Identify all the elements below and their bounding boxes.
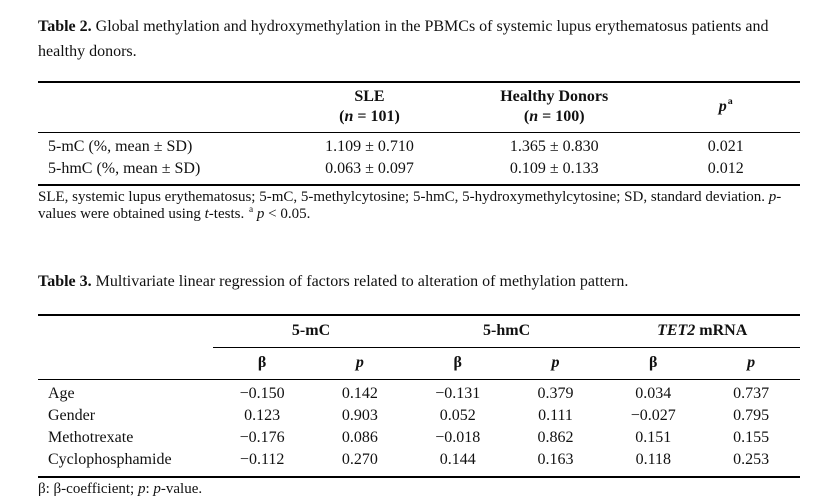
table2-header-p: pa [651, 82, 800, 133]
cell-p: 0.086 [341, 429, 378, 446]
table2-caption: Table 2. Global methylation and hydroxym… [38, 14, 800, 64]
table2-header: SLE (n = 101) Healthy Donors (n = 100) p… [38, 82, 800, 133]
table3-body: Age −0.150 0.142 −0.131 0.379 0.034 0.73… [38, 380, 800, 478]
cell-beta: 0.052 [439, 407, 476, 424]
row-label: Gender [48, 407, 96, 424]
table2-header-row: SLE (n = 101) Healthy Donors (n = 100) p… [38, 82, 800, 133]
cell-p: 0.903 [341, 407, 378, 424]
cell-beta: 0.151 [635, 429, 672, 446]
table3-section: Table 3. Multivariate linear regression … [38, 269, 800, 498]
cell-p: 0.155 [733, 429, 770, 446]
cell-beta: 0.123 [244, 407, 281, 424]
table2-header-sle-line1: SLE [354, 88, 385, 105]
cell-p: 0.012 [707, 160, 744, 177]
cell-p: 0.163 [537, 451, 574, 468]
table3-subheader-beta: β [604, 347, 703, 380]
table2-header-empty [38, 82, 282, 133]
table-row: Cyclophosphamide −0.112 0.270 0.144 0.16… [38, 449, 800, 477]
cell-sle: 1.109 ± 0.710 [325, 138, 414, 155]
table3-subheader-p: p [506, 347, 605, 380]
table3-header-empty [38, 315, 213, 348]
cell-beta: −0.018 [435, 429, 481, 446]
table2: SLE (n = 101) Healthy Donors (n = 100) p… [38, 81, 800, 186]
table3-subheader-beta: β [213, 347, 312, 380]
table3-subheader-p: p [702, 347, 800, 380]
row-label: Age [48, 385, 75, 402]
cell-beta: 0.144 [439, 451, 476, 468]
cell-p: 0.862 [537, 429, 574, 446]
cell-beta: 0.118 [635, 451, 671, 468]
table3-subheader-row: β p β p β p [38, 347, 800, 380]
table-row: 5-mC (%, mean ± SD) 1.109 ± 0.710 1.365 … [38, 133, 800, 159]
cell-p: 0.379 [537, 385, 574, 402]
table2-header-healthy-line1: Healthy Donors [500, 88, 609, 105]
table3-footnote: β: β-coefficient; p: p-value. [38, 481, 203, 497]
cell-beta: −0.112 [239, 451, 285, 468]
cell-p: 0.021 [707, 138, 744, 155]
section-gap [38, 223, 800, 269]
row-label: 5-mC (%, mean ± SD) [48, 138, 193, 155]
table-row: 5-hmC (%, mean ± SD) 0.063 ± 0.097 0.109… [38, 158, 800, 185]
table2-header-sle-line2: (n = 101) [339, 108, 400, 125]
table2-caption-label: Table 2. [38, 18, 92, 35]
table3-subheader-p: p [311, 347, 409, 380]
table-row: Methotrexate −0.176 0.086 −0.018 0.862 0… [38, 427, 800, 449]
table3-caption: Table 3. Multivariate linear regression … [38, 269, 800, 294]
cell-healthy: 0.109 ± 0.133 [509, 160, 599, 177]
table3-group-5mc: 5-mC [213, 315, 409, 348]
cell-healthy: 1.365 ± 0.830 [509, 138, 599, 155]
cell-beta: −0.027 [630, 407, 676, 424]
cell-beta: −0.131 [435, 385, 481, 402]
cell-p: 0.737 [733, 385, 770, 402]
table-row: Age −0.150 0.142 −0.131 0.379 0.034 0.73… [38, 380, 800, 406]
row-label: Methotrexate [48, 429, 134, 446]
table3-caption-text: Multivariate linear regression of factor… [91, 273, 629, 290]
cell-p: 0.111 [538, 407, 573, 424]
table3-subheader-empty [38, 347, 214, 380]
table2-section: Table 2. Global methylation and hydroxym… [38, 14, 800, 223]
table3-group-tet2: TET2 mRNA [604, 315, 800, 348]
cell-p: 0.270 [341, 451, 378, 468]
cell-sle: 0.063 ± 0.097 [325, 160, 414, 177]
table-row: Gender 0.123 0.903 0.052 0.111 −0.027 0.… [38, 405, 800, 427]
table3-group-5hmc: 5-hmC [408, 315, 605, 348]
table3: 5-mC 5-hmC TET2 mRNA β p β p β p Age −0 [38, 314, 800, 478]
table2-header-healthy-line2: (n = 100) [523, 108, 585, 125]
table2-footnote: SLE, systemic lupus erythematosus; 5-mC,… [38, 189, 782, 222]
table3-caption-label: Table 3. [38, 273, 92, 290]
table2-caption-text: Global methylation and hydroxymethylatio… [38, 18, 769, 60]
table2-header-healthy: Healthy Donors (n = 100) [457, 82, 652, 133]
row-label: 5-hmC (%, mean ± SD) [48, 160, 201, 177]
table3-group-header-row: 5-mC 5-hmC TET2 mRNA [38, 315, 800, 348]
cell-p: 0.142 [341, 385, 378, 402]
cell-beta: −0.150 [239, 385, 285, 402]
cell-p: 0.253 [733, 451, 770, 468]
table3-subheader-beta: β [408, 347, 507, 380]
table3-header: 5-mC 5-hmC TET2 mRNA β p β p β p [38, 315, 800, 380]
cell-beta: −0.176 [239, 429, 285, 446]
table2-header-sle: SLE (n = 101) [281, 82, 458, 133]
cell-beta: 0.034 [635, 385, 672, 402]
table2-body: 5-mC (%, mean ± SD) 1.109 ± 0.710 1.365 … [38, 133, 800, 186]
cell-p: 0.795 [733, 407, 770, 424]
row-label: Cyclophosphamide [48, 451, 172, 468]
